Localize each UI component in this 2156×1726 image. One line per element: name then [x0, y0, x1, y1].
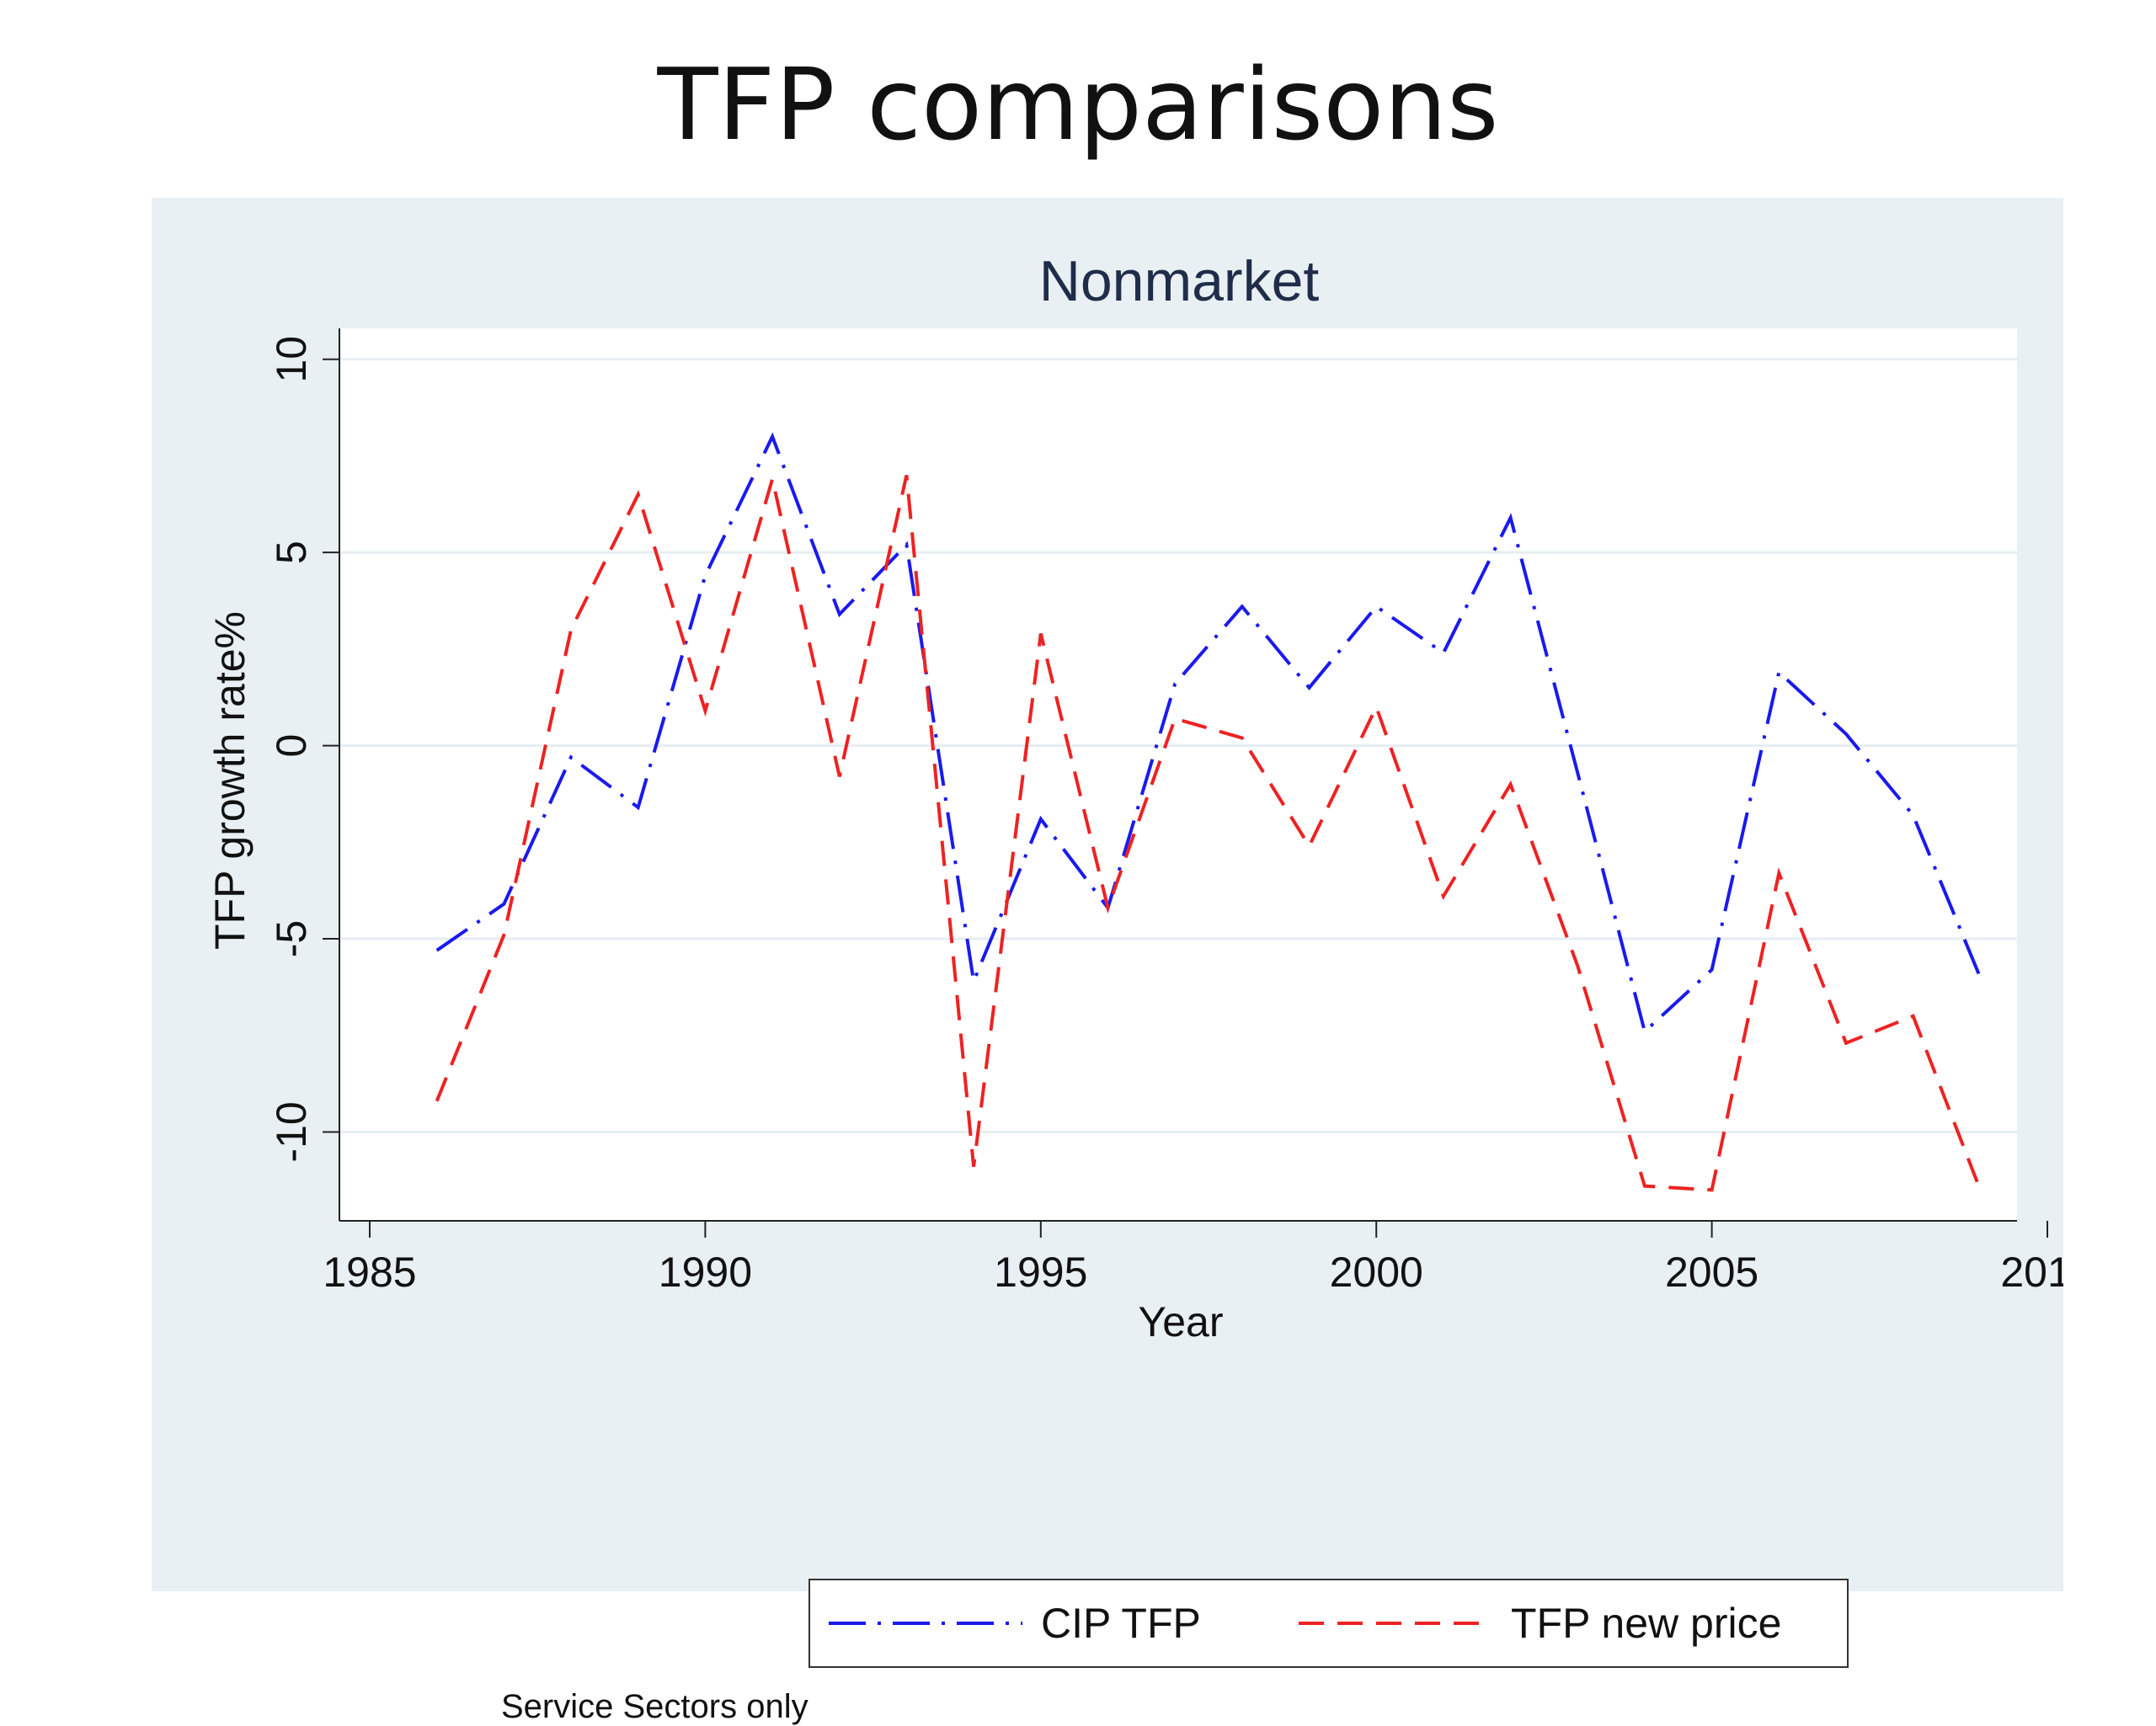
series-line-cip-tfp [435, 432, 1983, 1035]
y-tick-label: 5 [268, 541, 315, 564]
legend-swatch-cip [829, 1622, 1022, 1625]
x-tick-label: 2010 [2000, 1249, 2063, 1296]
legend-label-new-price: TFP new price [1511, 1600, 1782, 1647]
grid-lines [339, 358, 2017, 1133]
tfp-line-chart: Nonmarket -10 -5 0 5 10 1985 1990 1995 2000 2005 2… [206, 249, 2063, 1345]
x-tick-label: 2000 [1330, 1249, 1423, 1296]
chart-panel: Nonmarket -10 -5 0 5 10 1985 1990 1995 2000 2005 2… [152, 198, 2063, 1725]
footnote: Service Sectors only [501, 1688, 808, 1725]
y-axis-label: TFP growth rate% [206, 611, 253, 950]
y-tick-label: 10 [268, 336, 315, 383]
series-lines [435, 432, 1983, 1192]
legend-item-new-price: TFP new price [1299, 1580, 1781, 1666]
legend-swatch-new-price [1299, 1622, 1492, 1625]
x-axis-label: Year [1138, 1298, 1223, 1345]
x-tick-label: 1995 [994, 1249, 1087, 1296]
y-tick-label: -10 [268, 1101, 315, 1162]
y-tick-label: 0 [268, 734, 315, 758]
x-tick-label: 2005 [1665, 1249, 1758, 1296]
slide-title: TFP comparisons [657, 46, 1499, 162]
x-tick-label: 1990 [659, 1249, 752, 1296]
y-tick-label: -5 [268, 920, 315, 957]
legend-item-cip: CIP TFP [829, 1580, 1201, 1666]
series-line-tfp-new-price [435, 474, 1983, 1192]
legend: CIP TFP TFP new price [808, 1579, 1849, 1668]
plot-area [339, 328, 2017, 1221]
axes: -10 -5 0 5 10 1985 1990 1995 2000 2005 2010 [268, 328, 2063, 1296]
x-tick-label: 1985 [323, 1249, 416, 1296]
chart-title: Nonmarket [1039, 249, 1320, 313]
legend-label-cip: CIP TFP [1041, 1600, 1201, 1647]
